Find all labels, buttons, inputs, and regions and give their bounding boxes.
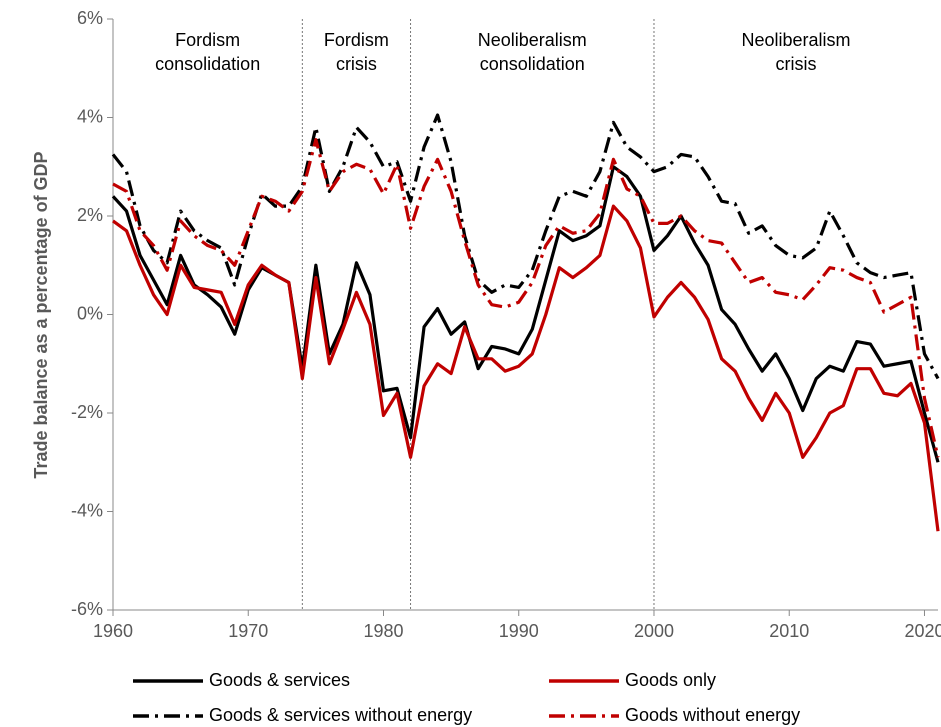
- y-tick-label: -2%: [71, 402, 103, 422]
- legend-label: Goods only: [625, 670, 716, 690]
- period-label: crisis: [775, 54, 816, 74]
- y-tick-label: 4%: [77, 106, 103, 126]
- y-axis-title: Trade balance as a percentage of GDP: [31, 151, 51, 478]
- x-tick-label: 1980: [363, 621, 403, 641]
- x-tick-label: 1990: [499, 621, 539, 641]
- y-tick-label: 2%: [77, 205, 103, 225]
- series-line: [112, 204, 940, 532]
- period-label: Neoliberalism: [478, 30, 587, 50]
- period-label: Neoliberalism: [741, 30, 850, 50]
- period-label: crisis: [336, 54, 377, 74]
- period-label: Fordism: [324, 30, 389, 50]
- y-tick-label: -4%: [71, 500, 103, 520]
- y-tick-label: 6%: [77, 8, 103, 28]
- x-tick-label: 2000: [634, 621, 674, 641]
- x-tick-label: 2020: [904, 621, 941, 641]
- y-tick-label: -6%: [71, 599, 103, 619]
- period-label: Fordism: [175, 30, 240, 50]
- y-tick-label: 0%: [77, 303, 103, 323]
- legend-label: Goods & services without energy: [209, 705, 472, 725]
- legend-label: Goods without energy: [625, 705, 800, 725]
- series-line: [111, 165, 940, 463]
- series-line: [112, 138, 940, 458]
- x-tick-label: 1960: [93, 621, 133, 641]
- x-tick-label: 2010: [769, 621, 809, 641]
- period-label: consolidation: [480, 54, 585, 74]
- legend-label: Goods & services: [209, 670, 350, 690]
- x-tick-label: 1970: [228, 621, 268, 641]
- period-label: consolidation: [155, 54, 260, 74]
